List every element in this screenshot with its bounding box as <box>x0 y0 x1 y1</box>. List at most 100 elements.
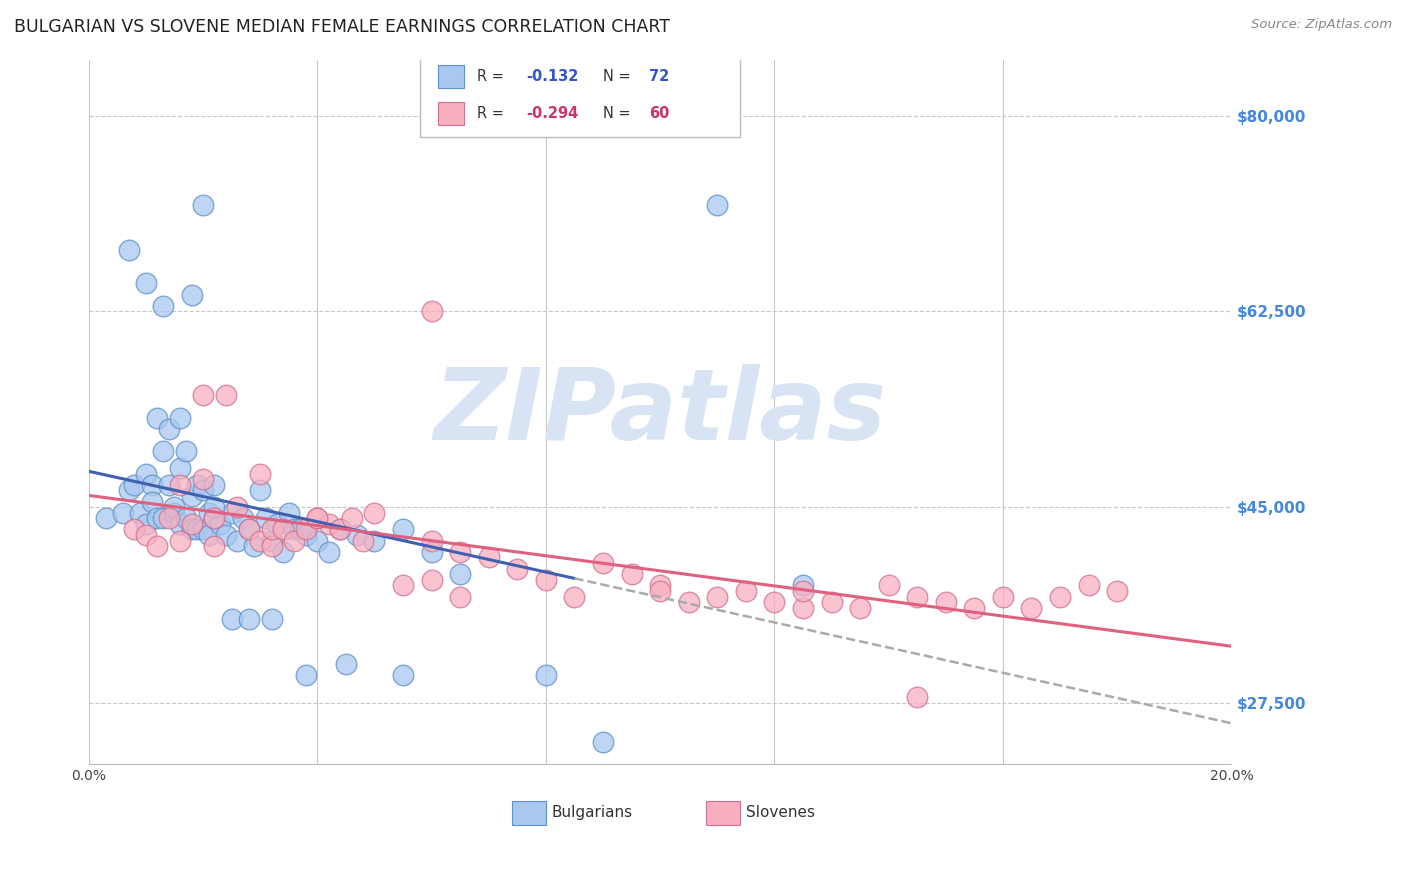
Point <box>307 511 329 525</box>
Point <box>1021 600 1043 615</box>
Point <box>204 539 226 553</box>
Point <box>905 590 928 604</box>
Point <box>420 304 443 318</box>
Point <box>204 511 226 525</box>
Point <box>734 584 756 599</box>
Point <box>849 600 872 615</box>
Point <box>363 506 385 520</box>
Point <box>124 523 146 537</box>
Point <box>592 556 614 570</box>
Point <box>197 528 219 542</box>
Point <box>1077 578 1099 592</box>
Point <box>792 578 814 592</box>
Point <box>152 299 174 313</box>
Point <box>318 516 340 531</box>
Point <box>180 516 202 531</box>
Point <box>792 600 814 615</box>
Text: 60: 60 <box>648 106 669 121</box>
Point <box>534 668 557 682</box>
Text: N =: N = <box>603 106 636 121</box>
Point <box>1049 590 1071 604</box>
Point <box>792 584 814 599</box>
Point <box>564 590 586 604</box>
Text: R =: R = <box>477 69 509 84</box>
Point <box>706 198 728 212</box>
FancyBboxPatch shape <box>420 53 740 137</box>
Point <box>146 410 169 425</box>
Point <box>221 612 243 626</box>
Point <box>209 516 232 531</box>
Point <box>346 528 368 542</box>
Point <box>157 511 180 525</box>
Point <box>295 523 318 537</box>
Point <box>135 467 157 481</box>
Point <box>249 483 271 498</box>
Point <box>135 528 157 542</box>
Text: -0.294: -0.294 <box>526 106 579 121</box>
Point <box>238 523 260 537</box>
Point <box>215 388 238 402</box>
Point <box>763 595 786 609</box>
Point <box>180 523 202 537</box>
Point <box>191 388 214 402</box>
Point <box>271 545 294 559</box>
Point <box>146 511 169 525</box>
Point <box>254 511 277 525</box>
Point <box>905 690 928 705</box>
Point <box>420 545 443 559</box>
Point <box>174 444 197 458</box>
Point <box>157 477 180 491</box>
Point <box>260 539 283 553</box>
Point <box>197 506 219 520</box>
Point <box>283 523 305 537</box>
Point <box>221 506 243 520</box>
Point <box>318 545 340 559</box>
Point <box>260 523 283 537</box>
Point <box>277 506 299 520</box>
Text: 72: 72 <box>648 69 669 84</box>
Point <box>249 533 271 548</box>
Point <box>260 612 283 626</box>
Text: -0.132: -0.132 <box>526 69 579 84</box>
FancyBboxPatch shape <box>512 801 546 825</box>
Point <box>420 573 443 587</box>
Point <box>226 533 249 548</box>
Point <box>118 243 141 257</box>
Point <box>169 410 191 425</box>
Point <box>335 657 357 671</box>
Point <box>169 461 191 475</box>
Point <box>226 500 249 514</box>
Point <box>877 578 900 592</box>
Point <box>506 561 529 575</box>
Point <box>135 277 157 291</box>
Point <box>180 287 202 301</box>
Point <box>392 523 415 537</box>
Point <box>94 511 117 525</box>
Point <box>648 584 671 599</box>
Point <box>163 506 186 520</box>
Point <box>204 511 226 525</box>
Point <box>204 477 226 491</box>
Point <box>307 511 329 525</box>
Point <box>238 612 260 626</box>
Point <box>449 545 471 559</box>
Point <box>392 668 415 682</box>
Point <box>191 523 214 537</box>
FancyBboxPatch shape <box>706 801 740 825</box>
Point <box>352 533 374 548</box>
Point <box>260 533 283 548</box>
Point <box>329 523 352 537</box>
Point <box>288 523 311 537</box>
Point <box>648 578 671 592</box>
Point <box>249 467 271 481</box>
Point <box>141 477 163 491</box>
Point <box>135 516 157 531</box>
Point <box>449 590 471 604</box>
Point <box>340 511 363 525</box>
Point <box>283 533 305 548</box>
Point <box>186 523 208 537</box>
Point <box>295 528 318 542</box>
Point <box>678 595 700 609</box>
Point <box>534 573 557 587</box>
Point <box>1107 584 1129 599</box>
